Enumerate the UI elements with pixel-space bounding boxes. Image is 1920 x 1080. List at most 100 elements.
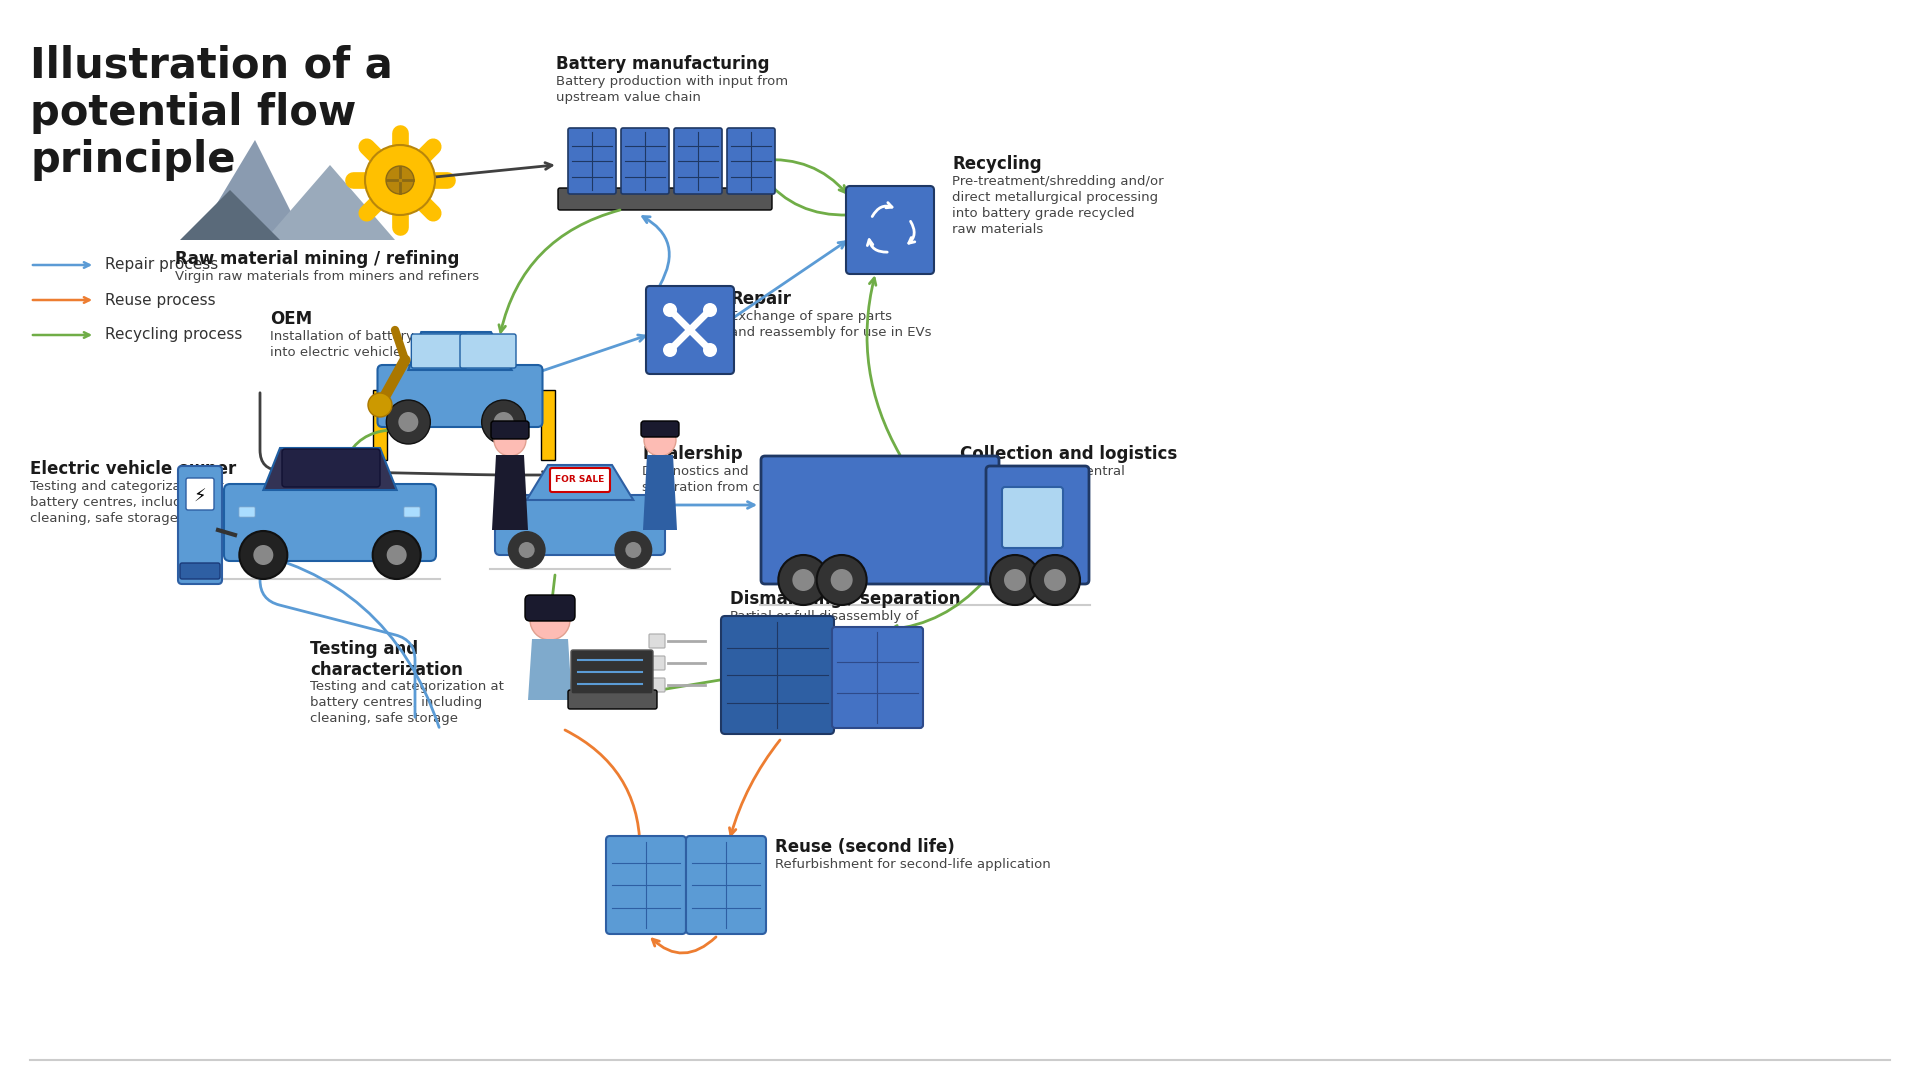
- Text: FOR SALE: FOR SALE: [555, 475, 605, 485]
- Text: Raw material mining / refining: Raw material mining / refining: [175, 249, 459, 268]
- Circle shape: [793, 569, 814, 591]
- FancyBboxPatch shape: [403, 507, 420, 517]
- Text: OEM: OEM: [271, 310, 313, 328]
- FancyBboxPatch shape: [570, 650, 653, 694]
- Circle shape: [614, 531, 653, 569]
- Polygon shape: [265, 165, 396, 240]
- Text: Testing and categorization at
battery centres, including
cleaning, safe storage: Testing and categorization at battery ce…: [31, 480, 225, 525]
- FancyBboxPatch shape: [524, 595, 574, 621]
- FancyBboxPatch shape: [461, 334, 516, 368]
- Polygon shape: [196, 140, 305, 240]
- Circle shape: [493, 411, 515, 432]
- FancyBboxPatch shape: [649, 656, 664, 670]
- FancyBboxPatch shape: [1002, 487, 1064, 548]
- Circle shape: [831, 569, 852, 591]
- FancyBboxPatch shape: [559, 188, 772, 210]
- Text: Testing and
characterization: Testing and characterization: [309, 640, 463, 679]
- Text: Virgin raw materials from miners and refiners: Virgin raw materials from miners and ref…: [175, 270, 480, 283]
- Circle shape: [386, 545, 407, 565]
- Text: Refurbishment for second-life application: Refurbishment for second-life applicatio…: [776, 858, 1050, 870]
- Circle shape: [703, 303, 716, 318]
- Circle shape: [372, 531, 420, 579]
- Text: Electric vehicle owner: Electric vehicle owner: [31, 460, 236, 478]
- Text: Testing and categorization at
battery centres, including
cleaning, safe storage: Testing and categorization at battery ce…: [309, 680, 503, 725]
- FancyBboxPatch shape: [541, 390, 555, 460]
- Circle shape: [991, 555, 1041, 605]
- FancyBboxPatch shape: [620, 129, 668, 194]
- Polygon shape: [492, 455, 528, 530]
- Polygon shape: [409, 332, 511, 370]
- FancyBboxPatch shape: [372, 390, 386, 460]
- FancyBboxPatch shape: [674, 129, 722, 194]
- FancyBboxPatch shape: [495, 495, 664, 555]
- FancyBboxPatch shape: [649, 678, 664, 692]
- FancyBboxPatch shape: [728, 129, 776, 194]
- FancyBboxPatch shape: [186, 478, 213, 510]
- FancyBboxPatch shape: [568, 690, 657, 708]
- Polygon shape: [263, 448, 397, 490]
- FancyBboxPatch shape: [607, 836, 685, 934]
- FancyBboxPatch shape: [760, 456, 998, 584]
- Polygon shape: [528, 639, 572, 700]
- FancyBboxPatch shape: [987, 465, 1089, 584]
- Circle shape: [518, 542, 534, 558]
- FancyBboxPatch shape: [645, 286, 733, 374]
- Circle shape: [1044, 569, 1066, 591]
- Text: Transportation to central
recycling facility: Transportation to central recycling faci…: [960, 465, 1125, 494]
- FancyBboxPatch shape: [411, 334, 467, 368]
- Circle shape: [662, 303, 678, 318]
- FancyBboxPatch shape: [685, 836, 766, 934]
- Text: Dealership: Dealership: [641, 445, 743, 463]
- Text: Illustration of a
potential flow
principle: Illustration of a potential flow princip…: [31, 45, 394, 180]
- Text: ⚡: ⚡: [194, 488, 205, 507]
- Circle shape: [493, 424, 526, 456]
- Text: Installation of battery
into electric vehicle: Installation of battery into electric ve…: [271, 330, 415, 359]
- FancyBboxPatch shape: [847, 186, 933, 274]
- FancyBboxPatch shape: [722, 616, 833, 734]
- Circle shape: [643, 424, 676, 456]
- FancyBboxPatch shape: [225, 484, 436, 561]
- Text: Reuse (second life): Reuse (second life): [776, 838, 954, 856]
- Circle shape: [365, 145, 436, 215]
- Text: Battery manufacturing: Battery manufacturing: [557, 55, 770, 73]
- FancyBboxPatch shape: [641, 421, 680, 437]
- Circle shape: [386, 400, 430, 444]
- Circle shape: [530, 600, 570, 640]
- Text: Reuse process: Reuse process: [106, 293, 215, 308]
- Circle shape: [778, 555, 828, 605]
- Circle shape: [397, 411, 419, 432]
- Circle shape: [482, 400, 526, 444]
- Circle shape: [703, 343, 716, 357]
- Text: Repair: Repair: [730, 291, 791, 308]
- Circle shape: [386, 166, 415, 194]
- FancyBboxPatch shape: [492, 421, 530, 438]
- Circle shape: [662, 343, 678, 357]
- FancyBboxPatch shape: [179, 465, 223, 584]
- FancyBboxPatch shape: [378, 365, 543, 427]
- FancyBboxPatch shape: [549, 468, 611, 492]
- Text: Exchange of spare parts
and reassembly for use in EVs: Exchange of spare parts and reassembly f…: [730, 310, 931, 339]
- FancyBboxPatch shape: [180, 563, 221, 579]
- Polygon shape: [180, 190, 280, 240]
- FancyBboxPatch shape: [649, 634, 664, 648]
- Text: Battery production with input from
upstream value chain: Battery production with input from upstr…: [557, 75, 787, 104]
- Text: Pre-treatment/shredding and/or
direct metallurgical processing
into battery grad: Pre-treatment/shredding and/or direct me…: [952, 175, 1164, 237]
- Circle shape: [369, 393, 392, 417]
- Circle shape: [240, 531, 288, 579]
- Circle shape: [507, 531, 545, 569]
- Circle shape: [1029, 555, 1079, 605]
- FancyBboxPatch shape: [831, 627, 924, 728]
- Text: Diagnostics and
separation from chassis: Diagnostics and separation from chassis: [641, 465, 801, 494]
- Circle shape: [816, 555, 866, 605]
- Text: Partial or full disassembly of
the battery pack: Partial or full disassembly of the batte…: [730, 610, 918, 639]
- Text: Repair process: Repair process: [106, 257, 219, 272]
- Polygon shape: [526, 465, 634, 500]
- Circle shape: [1004, 569, 1025, 591]
- Text: Collection and logistics: Collection and logistics: [960, 445, 1177, 463]
- Text: Recycling: Recycling: [952, 156, 1043, 173]
- Text: Recycling process: Recycling process: [106, 327, 242, 342]
- FancyBboxPatch shape: [238, 507, 255, 517]
- Circle shape: [626, 542, 641, 558]
- FancyBboxPatch shape: [282, 449, 380, 487]
- Circle shape: [253, 545, 273, 565]
